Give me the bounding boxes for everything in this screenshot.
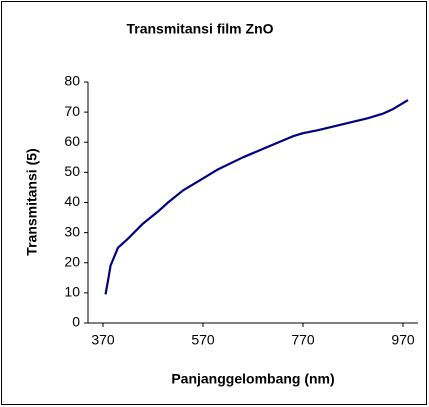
data-line bbox=[104, 99, 409, 295]
y-tick-label: 30 bbox=[64, 223, 80, 239]
x-tick-label: 970 bbox=[391, 332, 415, 348]
y-tick-label: 20 bbox=[64, 253, 80, 269]
y-tick-label: 0 bbox=[72, 314, 80, 330]
x-tick-label: 370 bbox=[91, 332, 115, 348]
chart-title: Transmitansi film ZnO bbox=[126, 21, 273, 37]
x-tick-label: 570 bbox=[191, 332, 215, 348]
y-tick-label: 70 bbox=[64, 103, 80, 119]
x-axis-label: Panjanggelombang (nm) bbox=[171, 371, 334, 387]
x-tick-label: 770 bbox=[291, 332, 315, 348]
y-tick-label: 80 bbox=[64, 73, 80, 89]
y-tick-label: 10 bbox=[64, 284, 80, 300]
y-tick-label: 50 bbox=[64, 163, 80, 179]
y-tick-label: 60 bbox=[64, 133, 80, 149]
y-axis-label: Transmitansi (5) bbox=[24, 148, 40, 255]
y-tick-label: 40 bbox=[64, 193, 80, 209]
